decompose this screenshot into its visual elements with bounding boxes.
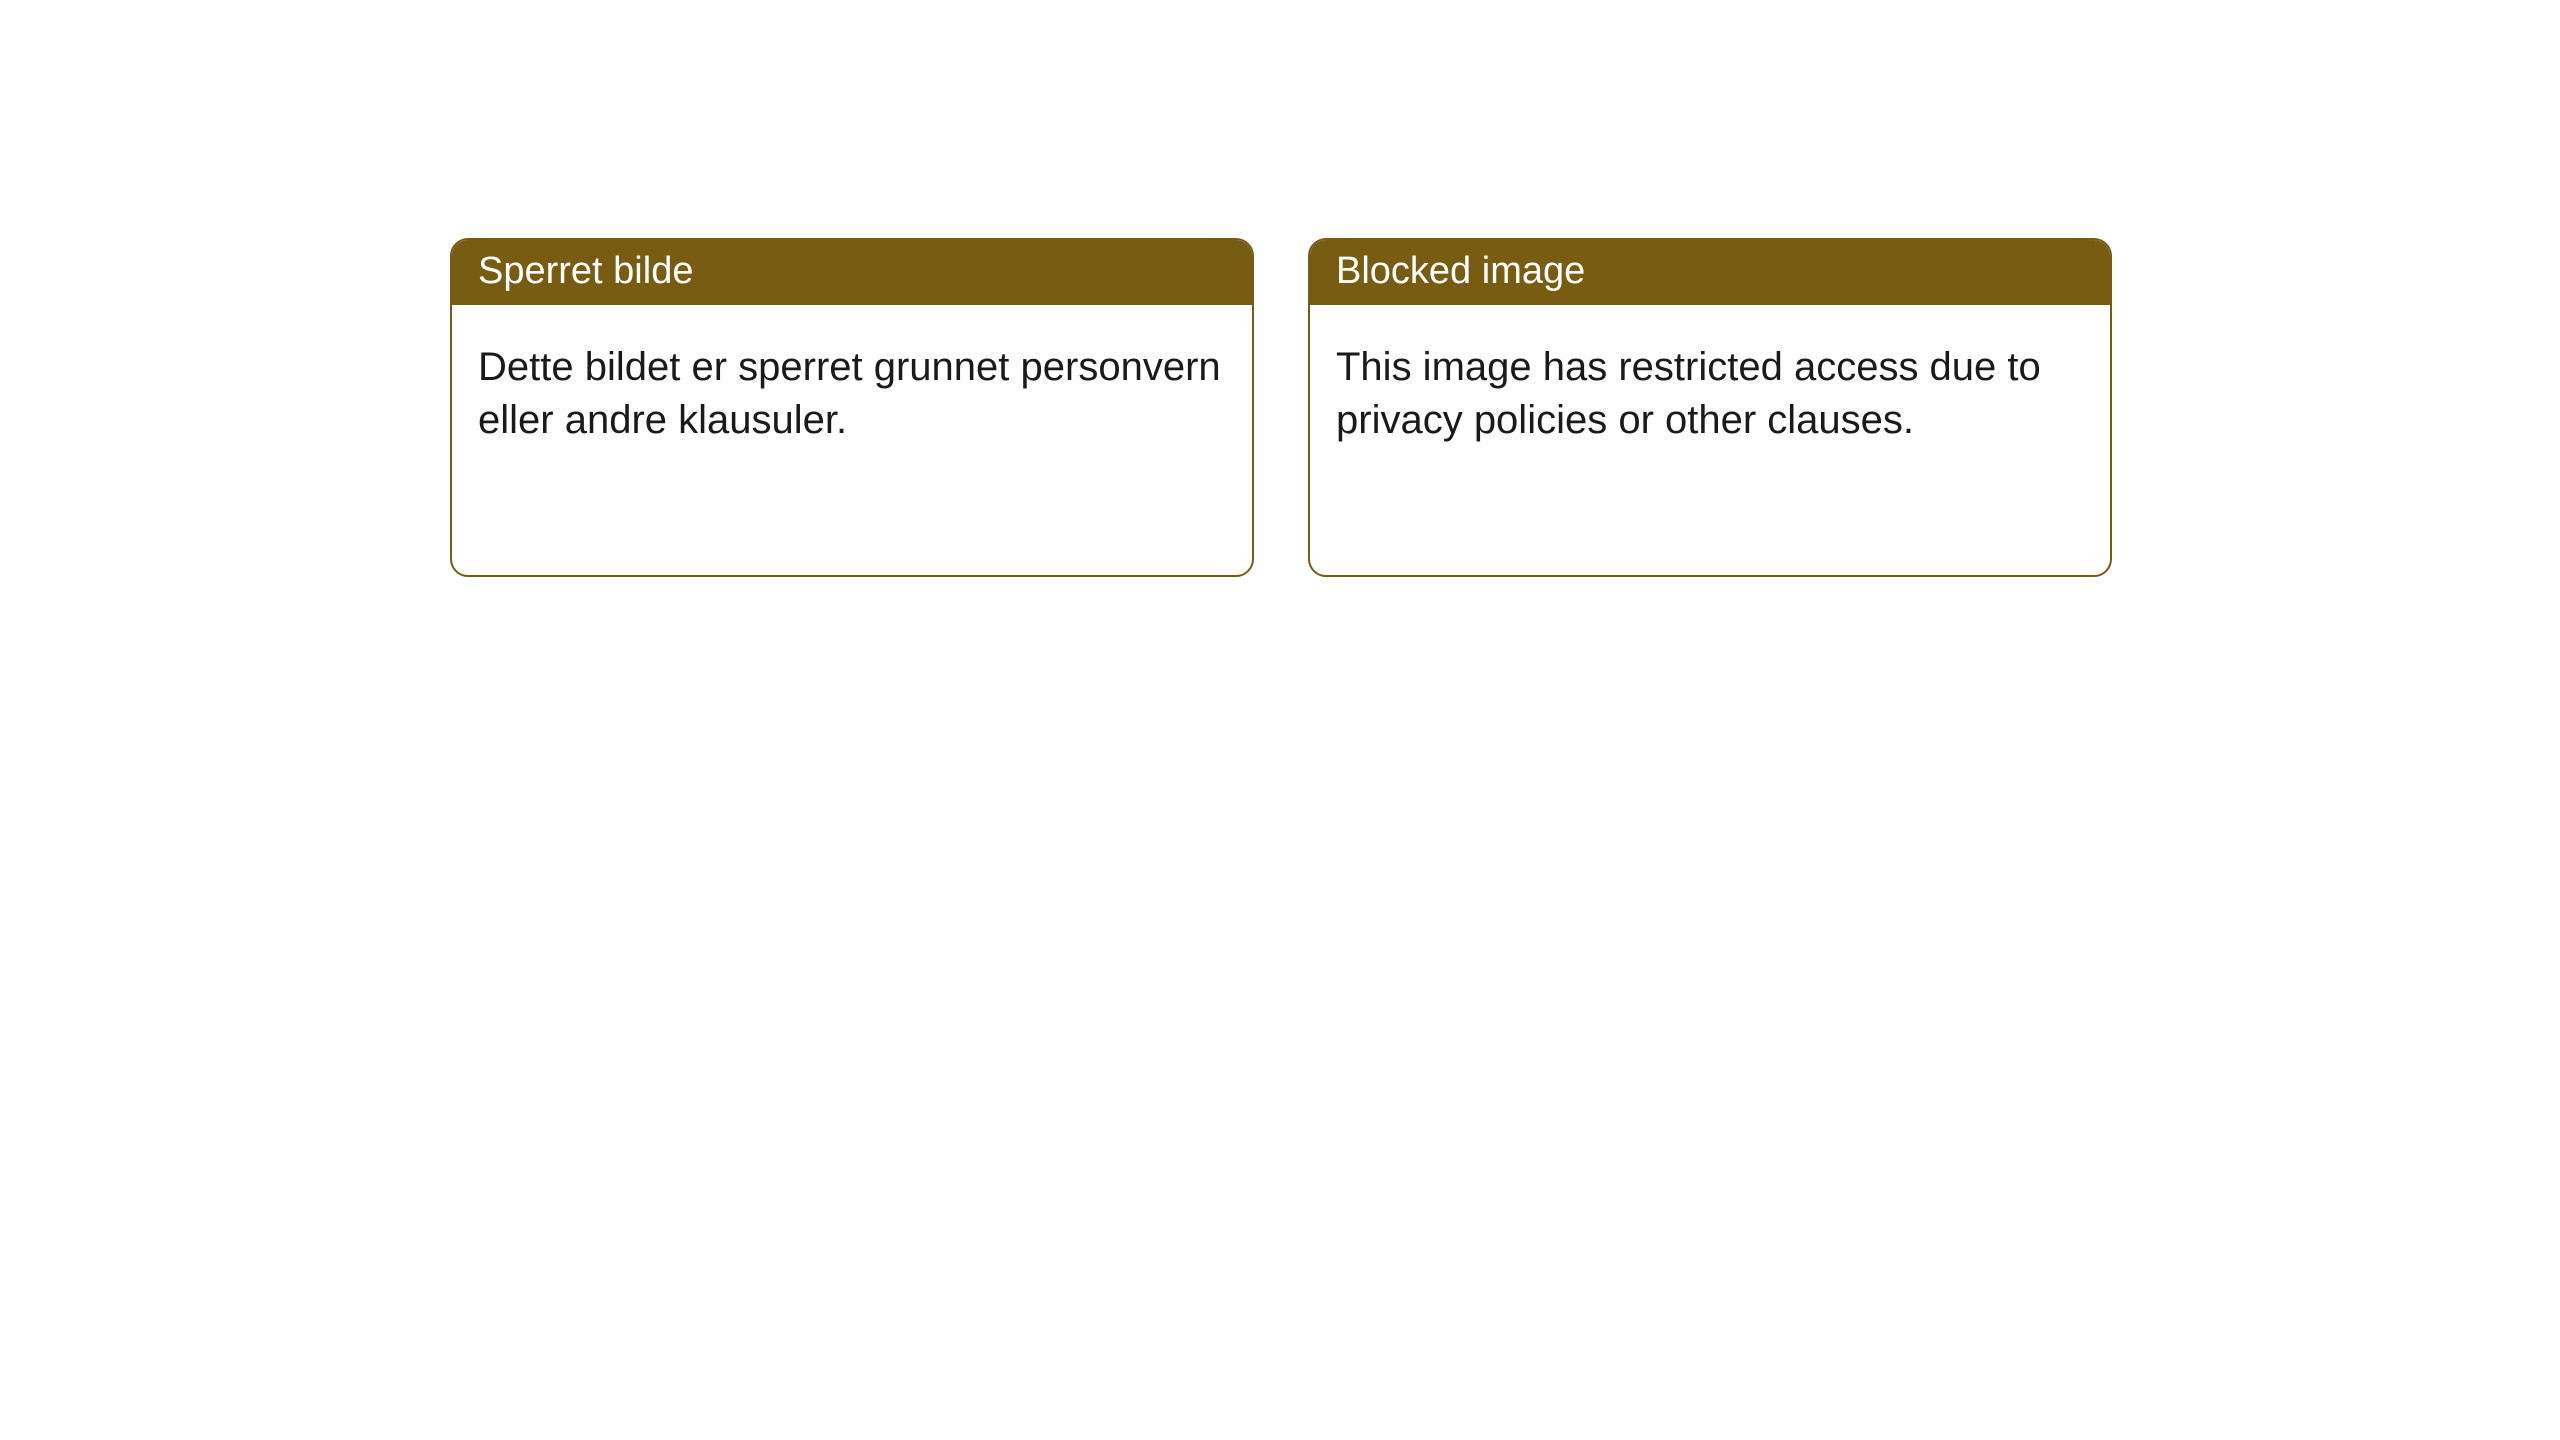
notice-container: Sperret bilde Dette bildet er sperret gr… (0, 0, 2560, 577)
blocked-image-card-no: Sperret bilde Dette bildet er sperret gr… (450, 238, 1254, 577)
card-header-en: Blocked image (1310, 240, 2110, 305)
card-body-en: This image has restricted access due to … (1310, 305, 2110, 575)
card-header-no: Sperret bilde (452, 240, 1252, 305)
card-body-no: Dette bildet er sperret grunnet personve… (452, 305, 1252, 575)
blocked-image-card-en: Blocked image This image has restricted … (1308, 238, 2112, 577)
